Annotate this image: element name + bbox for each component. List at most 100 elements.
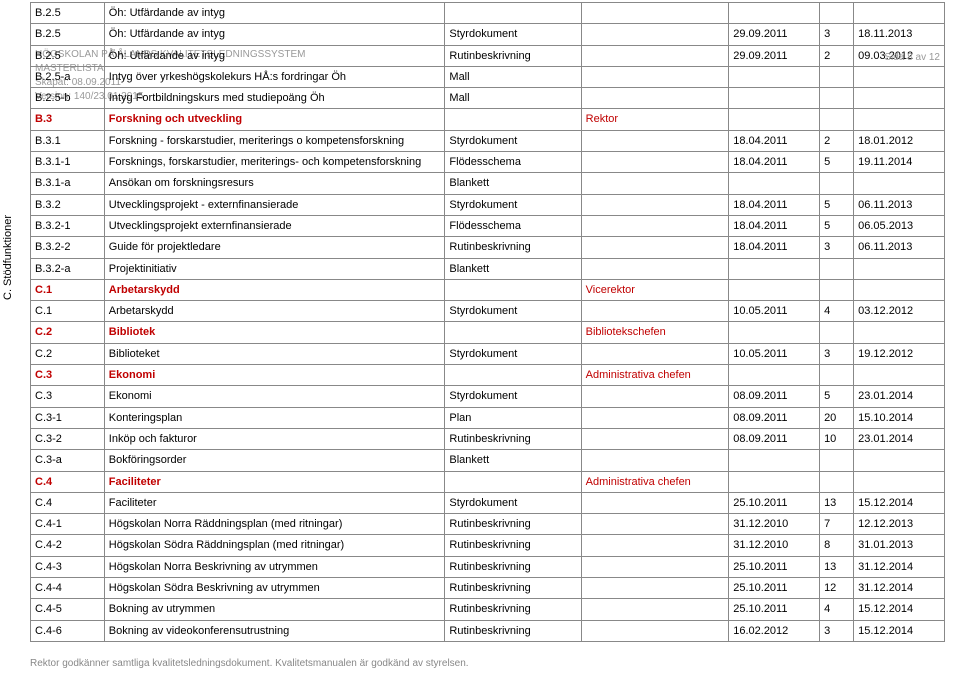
cell-type: Mall: [445, 66, 581, 87]
cell-rev: 5: [820, 194, 854, 215]
cell-desc: Arbetarskydd: [104, 301, 445, 322]
cell-role: [581, 237, 729, 258]
cell-type: Mall: [445, 88, 581, 109]
cell-code: C.3-2: [31, 428, 105, 449]
cell-role: Administrativa chefen: [581, 471, 729, 492]
cell-code: C.3-a: [31, 450, 105, 471]
cell-d1: 25.10.2011: [729, 492, 820, 513]
cell-type: Rutinbeskrivning: [445, 556, 581, 577]
cell-rev: [820, 88, 854, 109]
table-row: C.3-2Inköp och fakturorRutinbeskrivning0…: [31, 428, 945, 449]
cell-d2: 31.12.2014: [854, 578, 945, 599]
cell-type: Plan: [445, 407, 581, 428]
cell-code: B.2.5: [31, 3, 105, 24]
cell-type: [445, 365, 581, 386]
cell-rev: 10: [820, 428, 854, 449]
cell-code: C.1: [31, 279, 105, 300]
cell-desc: Inköp och fakturor: [104, 428, 445, 449]
cell-d2: 12.12.2013: [854, 514, 945, 535]
cell-d2: [854, 109, 945, 130]
cell-code: C.4: [31, 471, 105, 492]
table-row: B.2.5-aIntyg över yrkeshögskolekurs HÅ:s…: [31, 66, 945, 87]
sidebar-rotated-label: C. Stödfunktioner: [2, 215, 14, 300]
cell-type: [445, 471, 581, 492]
table-row: B.2.5Öh: Utfärdande av intygRutinbeskriv…: [31, 45, 945, 66]
cell-role: Bibliotekschefen: [581, 322, 729, 343]
cell-d1: [729, 173, 820, 194]
cell-rev: [820, 365, 854, 386]
cell-type: Flödesschema: [445, 215, 581, 236]
table-row: C.3-1KonteringsplanPlan08.09.20112015.10…: [31, 407, 945, 428]
cell-d1: 10.05.2011: [729, 301, 820, 322]
cell-desc: Utvecklingsprojekt externfinansierade: [104, 215, 445, 236]
cell-code: C.3-1: [31, 407, 105, 428]
cell-d1: 08.09.2011: [729, 386, 820, 407]
cell-code: B.3.2-a: [31, 258, 105, 279]
table-row: B.3.1Forskning - forskarstudier, meriter…: [31, 130, 945, 151]
table-row: B.3.2-1Utvecklingsprojekt externfinansie…: [31, 215, 945, 236]
table-row: B.3.2Utvecklingsprojekt - externfinansie…: [31, 194, 945, 215]
cell-type: Styrdokument: [445, 386, 581, 407]
cell-d1: [729, 258, 820, 279]
cell-desc: Faciliteter: [104, 492, 445, 513]
cell-rev: 3: [820, 620, 854, 641]
cell-code: C.2: [31, 343, 105, 364]
table-row: C.4-3Högskolan Norra Beskrivning av utry…: [31, 556, 945, 577]
cell-desc: Öh: Utfärdande av intyg: [104, 45, 445, 66]
cell-code: C.4-2: [31, 535, 105, 556]
cell-d1: 18.04.2011: [729, 237, 820, 258]
table-row: C.4-5Bokning av utrymmenRutinbeskrivning…: [31, 599, 945, 620]
master-table: B.2.5Öh: Utfärdande av intygB.2.5Öh: Utf…: [30, 2, 945, 642]
cell-d2: 18.11.2013: [854, 24, 945, 45]
cell-desc: Högskolan Södra Beskrivning av utrymmen: [104, 578, 445, 599]
cell-role: [581, 556, 729, 577]
cell-type: [445, 3, 581, 24]
table-row: C.3EkonomiAdministrativa chefen: [31, 365, 945, 386]
cell-type: Rutinbeskrivning: [445, 599, 581, 620]
cell-desc: Bokning av videokonferensutrustning: [104, 620, 445, 641]
cell-type: Rutinbeskrivning: [445, 428, 581, 449]
cell-type: Styrdokument: [445, 301, 581, 322]
cell-type: [445, 322, 581, 343]
cell-d1: 25.10.2011: [729, 556, 820, 577]
cell-code: C.4-3: [31, 556, 105, 577]
cell-d1: [729, 109, 820, 130]
cell-role: [581, 66, 729, 87]
table-row: B.2.5Öh: Utfärdande av intygStyrdokument…: [31, 24, 945, 45]
cell-desc: Bokning av utrymmen: [104, 599, 445, 620]
footer-note: Rektor godkänner samtliga kvalitetsledni…: [30, 658, 469, 669]
cell-d1: [729, 471, 820, 492]
cell-rev: [820, 322, 854, 343]
cell-rev: 3: [820, 237, 854, 258]
cell-role: Vicerektor: [581, 279, 729, 300]
cell-d2: [854, 173, 945, 194]
cell-type: Blankett: [445, 450, 581, 471]
cell-type: Rutinbeskrivning: [445, 237, 581, 258]
cell-desc: Ekonomi: [104, 386, 445, 407]
table-row: C.4-2Högskolan Södra Räddningsplan (med …: [31, 535, 945, 556]
table-row: B.3Forskning och utvecklingRektor: [31, 109, 945, 130]
cell-d1: [729, 66, 820, 87]
cell-role: Rektor: [581, 109, 729, 130]
cell-desc: Utvecklingsprojekt - externfinansierade: [104, 194, 445, 215]
cell-rev: [820, 471, 854, 492]
cell-desc: Konteringsplan: [104, 407, 445, 428]
cell-desc: Öh: Utfärdande av intyg: [104, 24, 445, 45]
cell-type: [445, 279, 581, 300]
cell-desc: Guide för projektledare: [104, 237, 445, 258]
cell-role: [581, 492, 729, 513]
cell-role: [581, 386, 729, 407]
cell-type: Styrdokument: [445, 194, 581, 215]
cell-d2: 15.10.2014: [854, 407, 945, 428]
table-row: C.3-aBokföringsorderBlankett: [31, 450, 945, 471]
cell-rev: 5: [820, 152, 854, 173]
cell-desc: Forskning och utveckling: [104, 109, 445, 130]
cell-code: B.3.1-a: [31, 173, 105, 194]
cell-type: [445, 109, 581, 130]
cell-rev: 2: [820, 45, 854, 66]
cell-code: C.4-6: [31, 620, 105, 641]
cell-desc: Arbetarskydd: [104, 279, 445, 300]
cell-d1: [729, 365, 820, 386]
cell-code: C.3: [31, 365, 105, 386]
cell-desc: Högskolan Södra Räddningsplan (med ritni…: [104, 535, 445, 556]
